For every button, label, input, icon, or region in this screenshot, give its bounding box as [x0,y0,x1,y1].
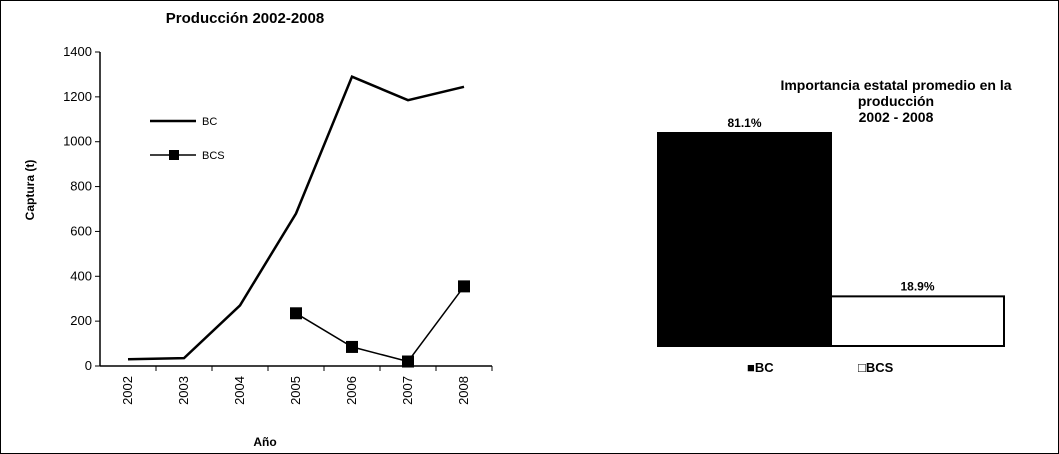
bar-legend-bc: ■BC [747,360,774,375]
y-tick-label: 400 [70,268,92,283]
legend-bc-label: BC [202,116,217,128]
series-bcs-marker [402,355,414,368]
x-tick-label: 2002 [120,376,135,405]
y-tick-label: 200 [70,313,92,328]
line-chart-ticks: 0 200 400 600 800 1000 1200 1400 2002 2003 2004 200… [63,44,493,405]
series-bcs-marker [458,280,470,293]
line-chart-title: Producción 2002-2008 [166,10,324,27]
bar-bc-data-label: 81.1% [727,116,761,130]
bar-chart-legend: ■BC □BCS [747,360,894,375]
line-chart-ylabel: Captura (t) [23,160,37,221]
bar-chart-title-line3: 2002 - 2008 [859,109,934,125]
y-tick-label: 800 [70,179,92,194]
x-tick-label: 2005 [288,376,303,405]
x-tick-label: 2004 [232,376,247,405]
x-tick-label: 2008 [456,376,471,405]
x-tick-label: 2003 [176,376,191,405]
y-tick-label: 600 [70,223,92,238]
bar-chart-title-line2: producción [858,93,934,109]
bar-bc [657,132,832,347]
x-tick-label: 2007 [400,376,415,405]
line-chart-xlabel: Año [253,435,276,449]
line-chart-axes [99,52,492,367]
x-tick-label: 2006 [344,376,359,405]
bar-chart-bars: 81.1% 18.9% [657,116,1005,347]
y-tick-label: 1000 [63,134,92,149]
line-chart-legend: BC BCS [150,116,225,162]
series-bcs-line [295,285,465,363]
y-tick-label: 1400 [63,44,92,59]
bar-bcs-data-label: 18.9% [900,279,934,293]
y-tick-label: 1200 [63,89,92,104]
series-bcs-marker [346,340,358,353]
series-bcs-marker [290,307,302,320]
y-tick-label: 0 [85,358,92,373]
legend-bcs-label: BCS [202,150,225,162]
bar-bcs [830,295,1005,347]
series-bc-line [127,75,465,361]
line-chart-series [127,75,470,368]
legend-bcs-marker [169,150,179,160]
bar-chart-title-line1: Importancia estatal promedio en la [780,77,1011,93]
bar-legend-bcs: □BCS [858,360,894,375]
